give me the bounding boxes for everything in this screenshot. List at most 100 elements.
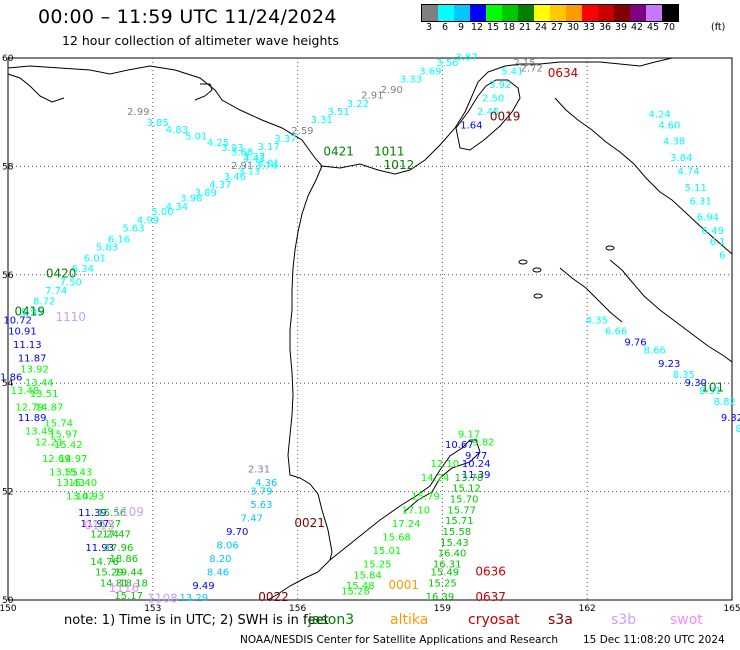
wave-height-value: 4.83 [166, 125, 188, 136]
satellite-s3a: s3a [548, 612, 573, 628]
coastline [329, 439, 481, 561]
pass-time-label: 0634 [548, 66, 579, 80]
wave-height-value: 3.13 [238, 167, 260, 178]
colorbar-label: 27 [550, 22, 564, 33]
wave-height-value: 3.84 [670, 153, 692, 164]
wave-height-value: 8.72 [33, 297, 55, 308]
wave-height-value: 6.94 [697, 213, 719, 224]
wave-height-value: 7.47 [241, 513, 263, 524]
wave-height-value: 12.10 [430, 459, 459, 470]
colorbar-label: 12 [470, 22, 484, 33]
wave-height-value: 15.71 [445, 516, 474, 527]
wave-height-value: 15.70 [450, 494, 479, 505]
wave-height-value: 8.06 [216, 541, 238, 552]
wave-height-value: 6.34 [72, 264, 94, 275]
wave-height-value: 15.48 [346, 581, 375, 592]
pass-time-label: 0115 [84, 519, 115, 533]
wave-height-value: 15.77 [447, 505, 476, 516]
wave-height-value: 16.31 [433, 559, 462, 570]
wave-height-value: 14.76 [90, 557, 119, 568]
coastline [554, 97, 733, 255]
wave-height-value: 2.59 [291, 126, 313, 137]
wave-height-value: 4.36 [255, 478, 277, 489]
wave-height-value: 5.41 [501, 66, 523, 77]
wave-height-value: 3.87 [455, 53, 477, 64]
wave-height-value: 3.46 [224, 172, 246, 183]
pass-time-label: 0421 [323, 145, 354, 159]
island [533, 293, 543, 299]
credit-text: NOAA/NESDIS Center for Satellite Applica… [240, 634, 558, 646]
wave-height-value: 13.43 [56, 478, 85, 489]
colorbar-swatch [614, 5, 630, 21]
wave-height-value: 3.92 [489, 80, 511, 91]
wave-height-value: 9.17 [458, 429, 480, 440]
colorbar-swatch [550, 5, 566, 21]
coastline [7, 57, 673, 175]
wave-height-value: 5.11 [685, 183, 707, 194]
wave-height-value: 2.99 [127, 107, 149, 118]
colorbar-label: 45 [646, 22, 660, 33]
wave-height-value: 17.10 [402, 505, 431, 516]
wave-height-value: 8.46 [207, 568, 229, 579]
wave-height-value: 17.96 [105, 543, 134, 554]
wave-height-value: 6.31 [689, 196, 711, 207]
wave-height-value: 4.25 [207, 138, 229, 149]
lat-tick-label: 50 [2, 596, 14, 606]
pass-time-label: 1109 [113, 505, 144, 519]
wave-height-value: 16.40 [438, 549, 467, 560]
wave-height-value: 11.39 [462, 470, 491, 481]
wave-height-value: 16.27 [93, 519, 122, 530]
wave-height-value: 13.44 [25, 378, 54, 389]
wave-height-value: 12.79 [15, 402, 44, 413]
wave-height-value: 8.91 [699, 386, 721, 397]
wave-height-value: 3.37 [274, 134, 296, 145]
pass-time-label: 0001 [389, 578, 420, 592]
coastline [7, 73, 65, 103]
wave-height-value: 15.25 [363, 559, 392, 570]
wave-height-value: 15.56 [97, 508, 126, 519]
wave-height-value: 3.74 [255, 161, 277, 172]
wave-height-value: 6.16 [108, 234, 130, 245]
lon-tick-label: 165 [723, 604, 740, 614]
colorbar-swatch [486, 5, 502, 21]
wave-height-value: 9.70 [226, 527, 248, 538]
wave-height-value: 14.81 [100, 578, 129, 589]
wave-height-value: 15.58 [443, 527, 472, 538]
wave-height-value: 5.00 [151, 207, 173, 218]
wave-height-value: 3.93 [221, 143, 243, 154]
wave-height-value: 13.92 [20, 364, 49, 375]
wave-height-value: 9.32 [721, 413, 740, 424]
wave-height-value: 4.38 [663, 137, 685, 148]
wave-height-value: 2.50 [482, 93, 504, 104]
colorbar-label: 30 [566, 22, 580, 33]
wave-height-value: 3.17 [258, 142, 280, 153]
colorbar-unit: (ft) [711, 22, 726, 33]
wave-height-value: 15.29 [95, 568, 124, 579]
coastline [267, 165, 333, 601]
coastline [455, 79, 521, 151]
wave-height-value: 11.86 [0, 372, 22, 383]
satellite-jason3: jason3 [308, 612, 355, 628]
wave-height-value: 14.93 [76, 492, 105, 503]
wave-height-value: 8.82 [714, 397, 736, 408]
wave-height-value: 10.72 [3, 316, 32, 327]
wave-height-value: 9.30 [685, 378, 707, 389]
wave-height-value: 15.40 [68, 478, 97, 489]
pass-time-label: 0636 [475, 565, 506, 579]
wave-height-value: 12.21 [35, 438, 64, 449]
lon-tick-label: 153 [144, 604, 161, 614]
pass-time-label: 101 [701, 380, 724, 394]
colorbar-swatch [662, 5, 678, 21]
wave-height-value: 2.91 [231, 161, 253, 172]
wave-height-value: 14.97 [59, 454, 88, 465]
pass-time-label: 0419 [14, 304, 45, 318]
wave-height-value: 4.24 [648, 110, 670, 121]
pass-time-label: 0420 [46, 267, 77, 281]
colorbar-label: 18 [502, 22, 516, 33]
pass-time-label: 1011 [374, 145, 405, 159]
wave-height-value: 4.74 [677, 167, 699, 178]
wave-height-value: 4.99 [137, 215, 159, 226]
wave-height-value: 17.47 [102, 530, 131, 541]
wave-height-value: 3.22 [347, 99, 369, 110]
wave-height-value: 19.44 [114, 568, 143, 579]
